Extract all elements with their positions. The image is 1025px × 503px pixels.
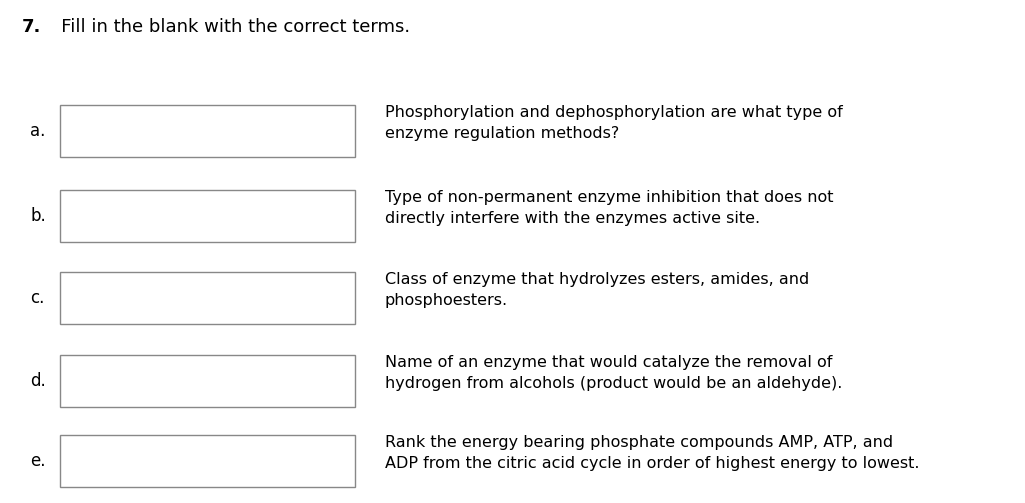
Bar: [60, 105, 355, 157]
Bar: [60, 355, 355, 407]
Text: e.: e.: [30, 452, 45, 470]
Text: Fill in the blank with the correct terms.: Fill in the blank with the correct terms…: [44, 18, 410, 36]
Text: Type of non-permanent enzyme inhibition that does not
directly interfere with th: Type of non-permanent enzyme inhibition …: [385, 190, 833, 226]
Text: Name of an enzyme that would catalyze the removal of
hydrogen from alcohols (pro: Name of an enzyme that would catalyze th…: [385, 355, 843, 391]
Bar: [60, 190, 355, 242]
Bar: [60, 435, 355, 487]
Bar: [60, 272, 355, 324]
Text: Phosphorylation and dephosphorylation are what type of
enzyme regulation methods: Phosphorylation and dephosphorylation ar…: [385, 105, 843, 141]
Text: 7.: 7.: [22, 18, 41, 36]
Text: b.: b.: [30, 207, 46, 225]
Text: a.: a.: [30, 122, 45, 140]
Text: Class of enzyme that hydrolyzes esters, amides, and
phosphoesters.: Class of enzyme that hydrolyzes esters, …: [385, 272, 810, 308]
Text: Rank the energy bearing phosphate compounds AMP, ATP, and
ADP from the citric ac: Rank the energy bearing phosphate compou…: [385, 435, 919, 471]
Text: d.: d.: [30, 372, 46, 390]
Text: c.: c.: [30, 289, 44, 307]
